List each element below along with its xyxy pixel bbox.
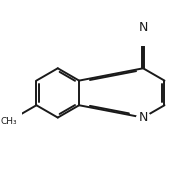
Text: N: N [138, 21, 148, 34]
Text: CH₃: CH₃ [0, 117, 17, 126]
Text: N: N [138, 111, 148, 124]
